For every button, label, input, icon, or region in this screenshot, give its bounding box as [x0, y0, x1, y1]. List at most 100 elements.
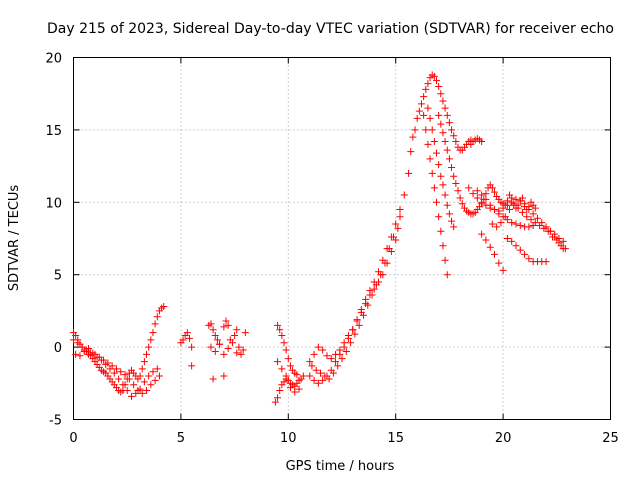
- data-point: [450, 172, 458, 180]
- data-point: [347, 339, 355, 347]
- data-point: [478, 198, 486, 206]
- data-point: [435, 161, 443, 169]
- data-point: [441, 256, 449, 264]
- data-point: [450, 223, 458, 231]
- data-point: [319, 346, 327, 354]
- data-point: [437, 227, 445, 235]
- data-point: [428, 126, 436, 134]
- data-point: [430, 137, 438, 145]
- data-point: [220, 350, 228, 358]
- data-point: [280, 339, 288, 347]
- data-point: [437, 172, 445, 180]
- data-point: [527, 216, 535, 224]
- data-point: [355, 321, 363, 329]
- chart-title: Day 215 of 2023, Sidereal Day-to-day VTE…: [47, 21, 614, 37]
- data-point: [130, 381, 138, 389]
- data-point: [497, 219, 505, 227]
- data-point: [396, 213, 404, 221]
- data-point: [426, 114, 434, 122]
- data-point: [332, 358, 340, 366]
- data-point: [233, 349, 241, 357]
- data-point: [512, 220, 520, 228]
- data-point: [521, 250, 529, 258]
- data-point: [506, 206, 514, 214]
- data-point: [224, 345, 232, 353]
- data-point: [383, 245, 391, 253]
- data-point: [441, 137, 449, 145]
- data-point: [424, 140, 432, 148]
- data-point: [147, 381, 155, 389]
- data-point: [540, 224, 548, 232]
- data-point: [207, 343, 215, 351]
- data-point: [448, 164, 456, 172]
- data-point: [396, 206, 404, 214]
- y-tick-label: 0: [54, 341, 62, 356]
- data-point: [136, 372, 144, 380]
- data-point: [143, 387, 151, 395]
- data-point: [407, 148, 415, 156]
- data-point: [420, 111, 428, 119]
- data-point: [155, 372, 163, 380]
- data-point: [553, 236, 561, 244]
- data-point: [185, 334, 193, 342]
- data-point: [179, 336, 187, 344]
- y-axis-label: SDTVAR / TECUs: [7, 185, 22, 292]
- data-point: [439, 242, 447, 250]
- data-point: [405, 169, 413, 177]
- data-point: [525, 255, 533, 263]
- data-point: [508, 237, 516, 245]
- data-point: [478, 191, 486, 199]
- data-point: [140, 358, 148, 366]
- data-point: [379, 256, 387, 264]
- data-point: [147, 336, 155, 344]
- data-point: [493, 223, 501, 231]
- data-point: [499, 266, 507, 274]
- data-point: [422, 126, 430, 134]
- plot-frame: [73, 57, 611, 420]
- data-point: [458, 200, 466, 208]
- y-tick-label: 10: [45, 196, 62, 211]
- data-point: [488, 220, 496, 228]
- data-point: [80, 347, 88, 355]
- data-point: [435, 213, 443, 221]
- data-point: [121, 371, 129, 379]
- data-point: [353, 316, 361, 324]
- data-point: [437, 120, 445, 128]
- data-point: [310, 350, 318, 358]
- data-point: [411, 126, 419, 134]
- data-point: [274, 321, 282, 329]
- data-point: [433, 77, 441, 85]
- data-point: [132, 389, 140, 397]
- data-point: [241, 329, 249, 337]
- data-point: [465, 184, 473, 192]
- data-point: [327, 355, 335, 363]
- data-point: [368, 291, 376, 299]
- data-point: [222, 317, 230, 325]
- data-point: [542, 258, 550, 266]
- data-point: [149, 329, 157, 337]
- data-point: [486, 201, 494, 209]
- data-point: [516, 221, 524, 229]
- data-point: [282, 346, 290, 354]
- data-point: [72, 350, 80, 358]
- data-point: [409, 133, 417, 141]
- x-tick-label: 25: [602, 431, 619, 446]
- data-point: [426, 155, 434, 163]
- data-point: [491, 250, 499, 258]
- data-point: [437, 90, 445, 98]
- data-point: [357, 305, 365, 313]
- data-point: [557, 242, 565, 250]
- data-point: [115, 375, 123, 383]
- data-point: [125, 375, 133, 383]
- data-point: [400, 191, 408, 199]
- data-point: [387, 233, 395, 241]
- data-point: [525, 223, 533, 231]
- data-point: [336, 350, 344, 358]
- data-point: [510, 201, 518, 209]
- data-point: [439, 97, 447, 105]
- data-point: [359, 311, 367, 319]
- data-point: [207, 320, 215, 328]
- x-axis-label: GPS time / hours: [286, 459, 395, 474]
- x-tick-label: 10: [280, 431, 297, 446]
- data-point: [512, 242, 520, 250]
